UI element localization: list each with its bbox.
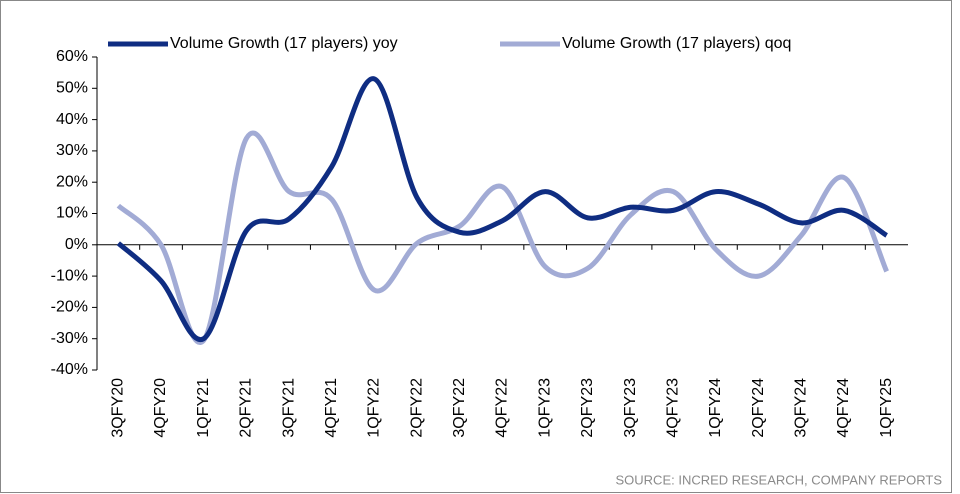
x-tick-label: 1QFY24 — [707, 378, 724, 438]
x-tick-label: 4QFY21 — [323, 378, 340, 438]
x-tick-label: 2QFY21 — [238, 378, 255, 438]
x-tick-label: 3QFY20 — [110, 378, 127, 438]
x-tick-label: 1QFY22 — [366, 378, 383, 438]
y-tick-label: 0% — [65, 236, 88, 253]
x-tick-label: 4QFY24 — [835, 378, 852, 438]
source-note: SOURCE: INCRED RESEARCH, COMPANY REPORTS — [616, 472, 943, 487]
y-tick-label: 30% — [56, 142, 88, 159]
legend-label: Volume Growth (17 players) yoy — [170, 35, 398, 52]
x-tick-label: 1QFY21 — [195, 378, 212, 438]
y-tick-label: 40% — [56, 111, 88, 128]
series-line — [116, 76, 889, 343]
y-tick-label: 20% — [56, 173, 88, 190]
x-tick-label: 1QFY25 — [878, 378, 895, 438]
x-tick-label: 2QFY22 — [408, 378, 425, 438]
x-tick-label: 1QFY23 — [536, 378, 553, 438]
series-line — [116, 130, 889, 346]
x-tick-label: 4QFY23 — [664, 378, 681, 438]
legend-label: Volume Growth (17 players) qoq — [562, 35, 791, 52]
y-tick-label: -40% — [51, 361, 88, 378]
x-tick-label: 3QFY24 — [793, 378, 810, 438]
x-tick-label: 3QFY23 — [622, 378, 639, 438]
x-tick-label: 4QFY22 — [494, 378, 511, 438]
x-tick-label: 2QFY24 — [750, 378, 767, 438]
y-tick-label: 10% — [56, 205, 88, 222]
y-tick-label: 60% — [56, 48, 88, 65]
y-tick-label: -20% — [51, 299, 88, 316]
x-tick-label: 3QFY22 — [451, 378, 468, 438]
x-tick-label: 3QFY21 — [280, 378, 297, 438]
y-tick-label: 50% — [56, 80, 88, 97]
y-tick-label: -30% — [51, 330, 88, 347]
y-tick-label: -10% — [51, 267, 88, 284]
x-tick-label: 4QFY20 — [152, 378, 169, 438]
x-tick-label: 2QFY23 — [579, 378, 596, 438]
